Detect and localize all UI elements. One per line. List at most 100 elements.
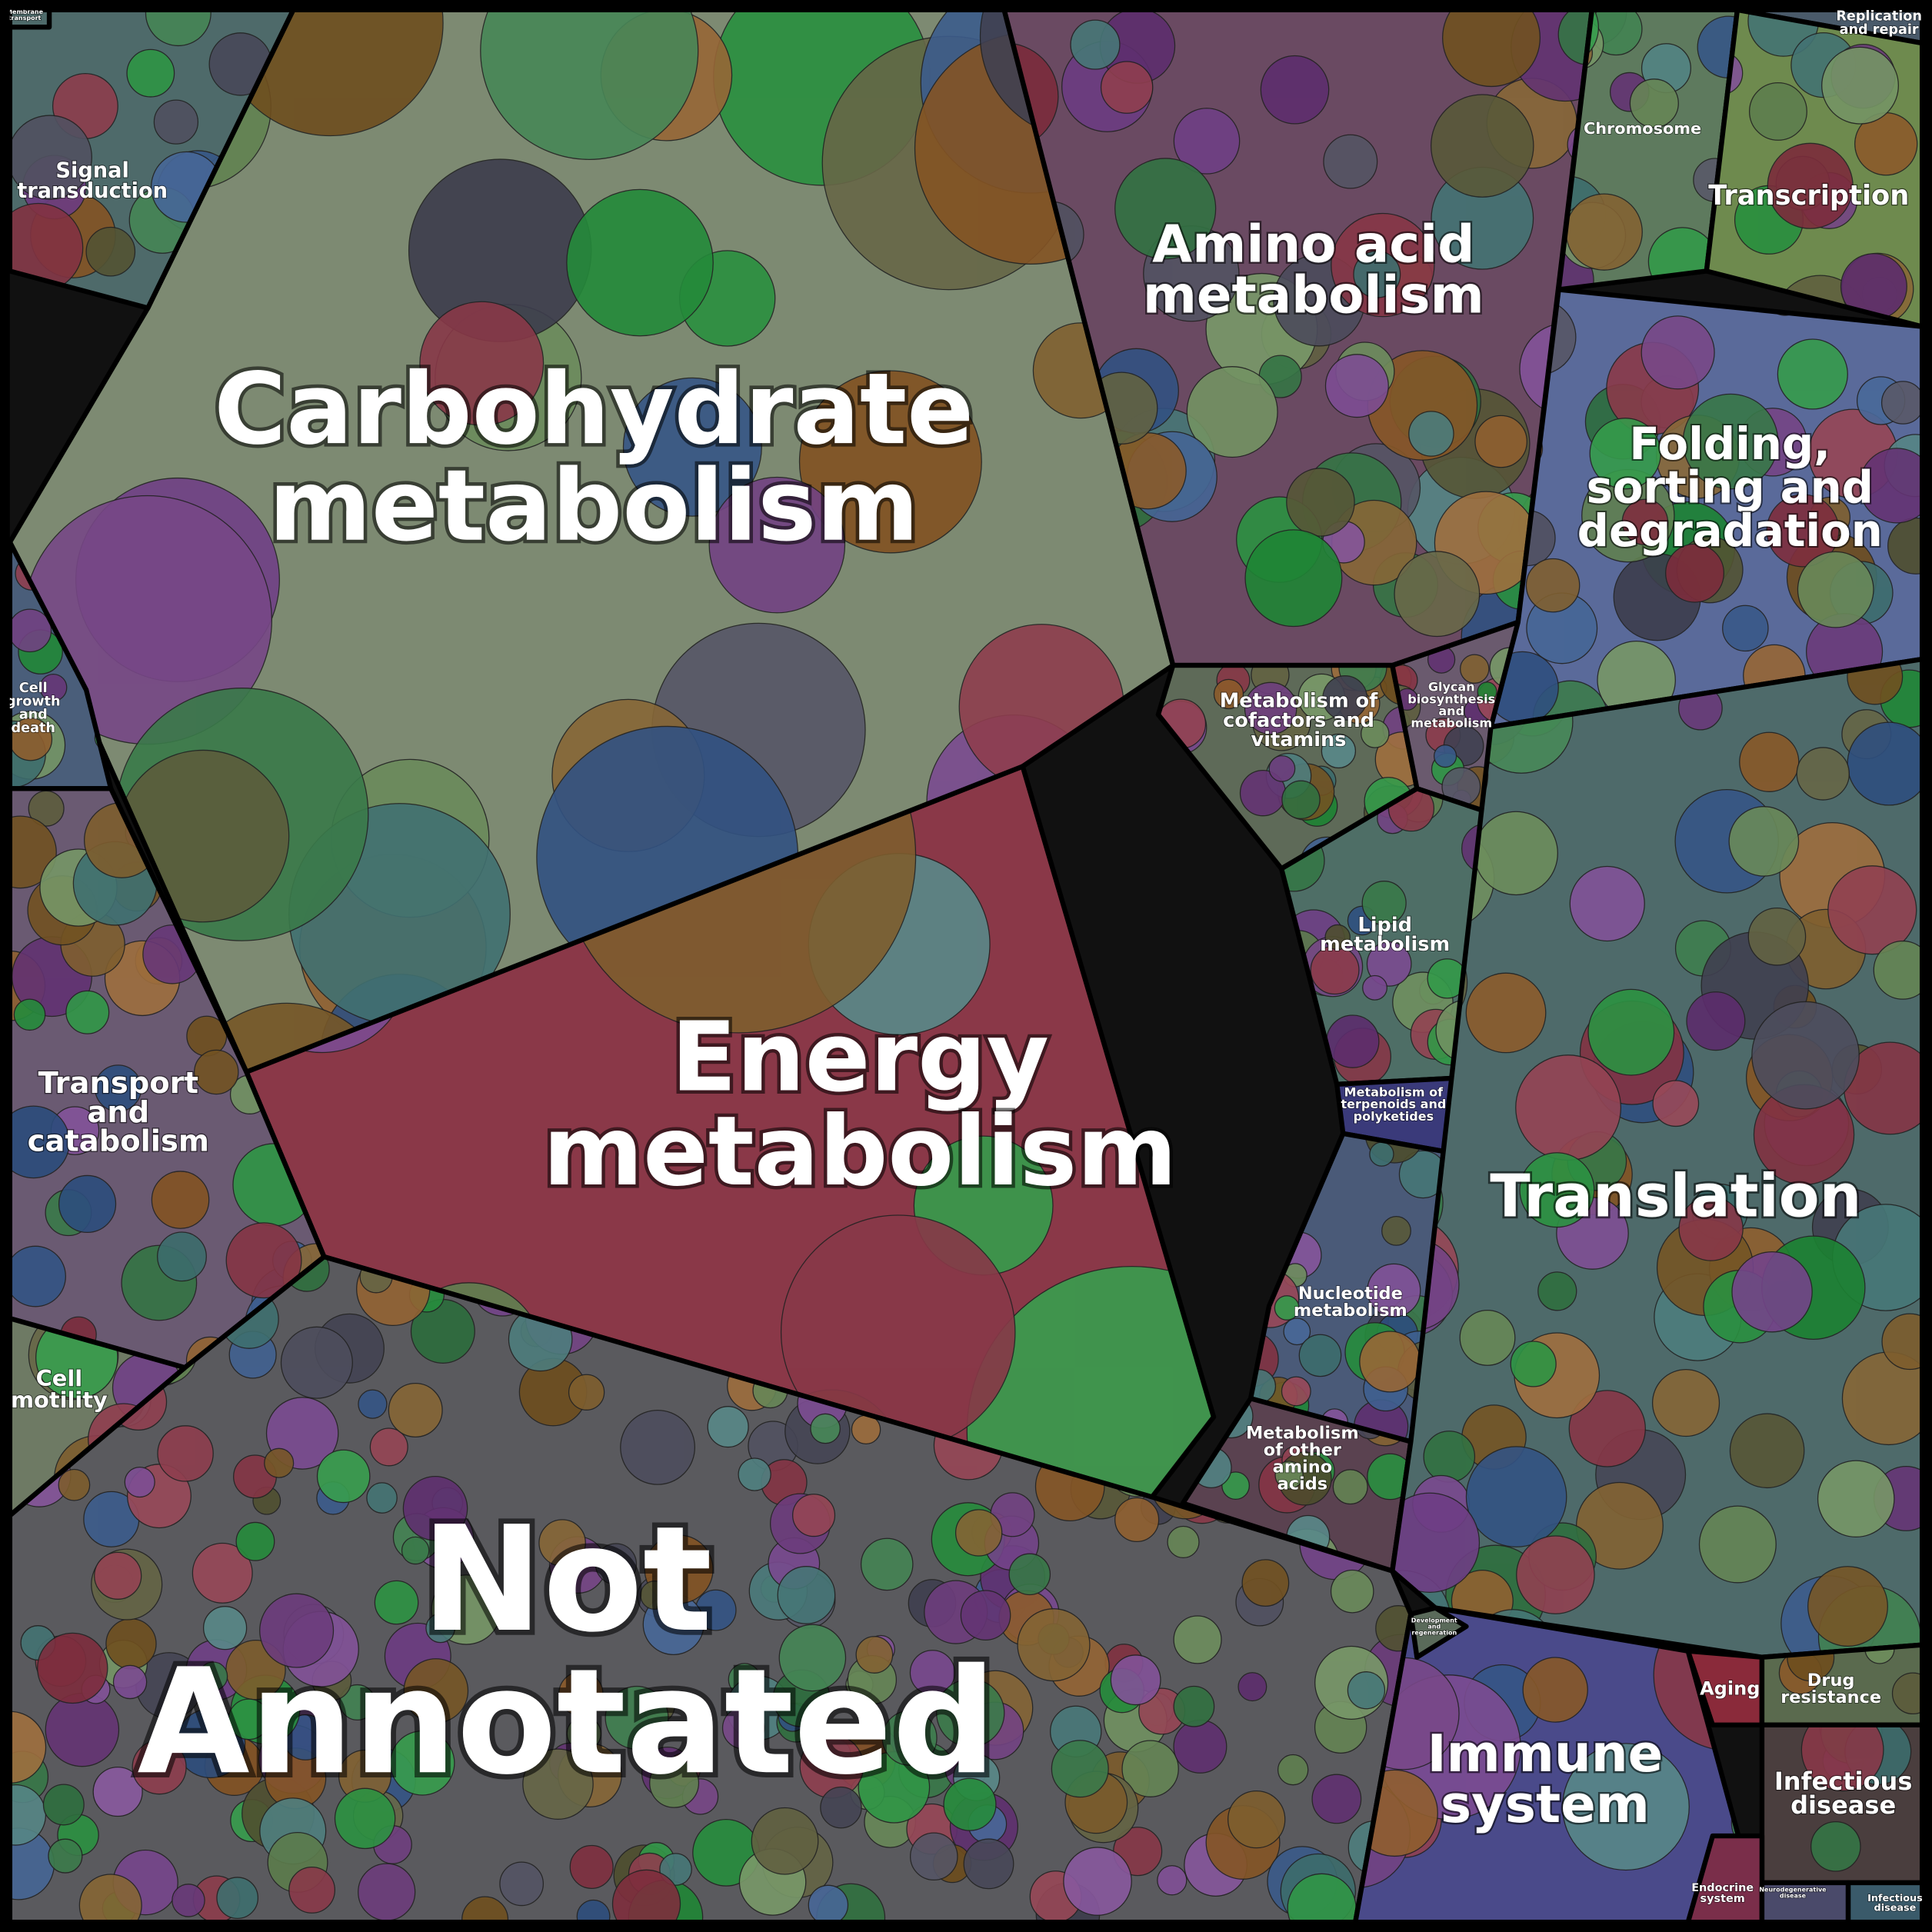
cell [1213,678,1244,710]
cell [966,1265,1214,1497]
cell [1698,1505,1777,1584]
cell [1173,1719,1227,1774]
cell [943,1777,997,1831]
cell [1323,134,1378,189]
region-label: Carbohydrate metabolism [214,352,974,564]
cell [1817,1460,1895,1538]
region [1706,9,1923,327]
cell [1767,142,1854,229]
region-border [1408,1605,1469,1660]
cell [1227,1790,1286,1849]
cell [1880,381,1923,425]
label-line: Infectious [1867,1893,1923,1904]
cell [1562,1743,1690,1871]
cell [45,1692,120,1767]
label-line: Amino acid [1152,214,1474,274]
cell [58,1468,91,1501]
cell [738,1457,771,1491]
cell [193,1049,239,1095]
cell [1474,415,1527,468]
cell [1394,551,1481,638]
cell [1070,19,1121,70]
region-label: Cell growth and death [6,681,61,736]
cell [1114,1497,1160,1543]
cell [1873,940,1923,1000]
cell [425,1613,456,1644]
cell [9,115,92,200]
region-label: Folding, sorting and degradation [1577,418,1883,557]
cell [1537,1271,1577,1311]
cell [1100,61,1154,114]
cell [1587,988,1675,1076]
region [1848,1882,1923,1923]
cell [1173,1685,1215,1727]
region [1337,1078,1454,1152]
cell [1167,1525,1200,1559]
cell [855,1636,894,1674]
cell [1748,82,1807,141]
label-line: Replication [1836,9,1922,25]
region-label: Replication and repair [1836,9,1922,38]
cell [264,1447,295,1478]
cell [1821,46,1899,125]
cell [202,1606,248,1651]
cell [1408,411,1454,457]
label-line: Neurodegenerative [1759,1887,1827,1894]
cell [569,1844,614,1889]
cell [649,1757,700,1808]
cell [112,1664,148,1700]
cell [522,1748,594,1820]
label-line: system [1700,1893,1745,1905]
label-line: Cell [19,681,48,696]
cell [1366,941,1412,987]
cell [881,1710,938,1766]
cell [1367,1453,1411,1501]
cell [1465,972,1547,1054]
label-line: transduction [17,179,168,203]
cell [1859,448,1923,524]
cell [334,1787,396,1850]
cell [1274,1295,1300,1321]
label-line: catabolism [28,1124,209,1159]
cell [1777,338,1848,410]
cell [1827,865,1917,955]
cell [1330,1569,1374,1614]
cell [605,1685,669,1750]
cell [1797,551,1874,628]
region [1004,9,1592,666]
region-label: Amino acid metabolism [1143,214,1484,325]
cell [1731,1251,1813,1333]
label-line: Folding, [1629,418,1830,470]
region-label: Lipid metabolism [1320,914,1450,956]
cell [1459,1309,1516,1366]
cell [1268,754,1296,782]
cell [157,1231,207,1282]
label-line: metabolism [268,449,919,564]
cell [1283,1317,1311,1346]
region [9,9,294,308]
cell [1621,498,1669,546]
cell [707,1406,749,1448]
region-label: Chromosome [1584,119,1701,138]
cell [65,990,110,1034]
cell [1796,747,1850,801]
region-label: Aging [1700,1677,1760,1699]
cell [228,1698,270,1740]
cell [1063,1847,1132,1916]
region [1281,788,1491,1084]
label-line: Carbohydrate [214,352,974,467]
cell [1651,1368,1720,1437]
label-line: Metabolism of [1344,1084,1444,1099]
label-line: vitamins [1251,728,1347,751]
cell [1017,1608,1091,1682]
region [1761,1724,1923,1883]
cell [963,1838,1014,1890]
cell [568,1374,605,1411]
cell [92,1766,143,1817]
cell [1173,1615,1222,1664]
cell [1114,158,1217,260]
cell [1722,605,1769,652]
label-line: and [1438,704,1464,718]
label-line: and [87,1095,149,1130]
